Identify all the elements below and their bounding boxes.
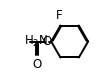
Text: F: F: [56, 9, 62, 22]
Text: H$_2$N: H$_2$N: [24, 34, 48, 49]
Text: O: O: [33, 58, 42, 71]
Text: O: O: [42, 35, 51, 48]
